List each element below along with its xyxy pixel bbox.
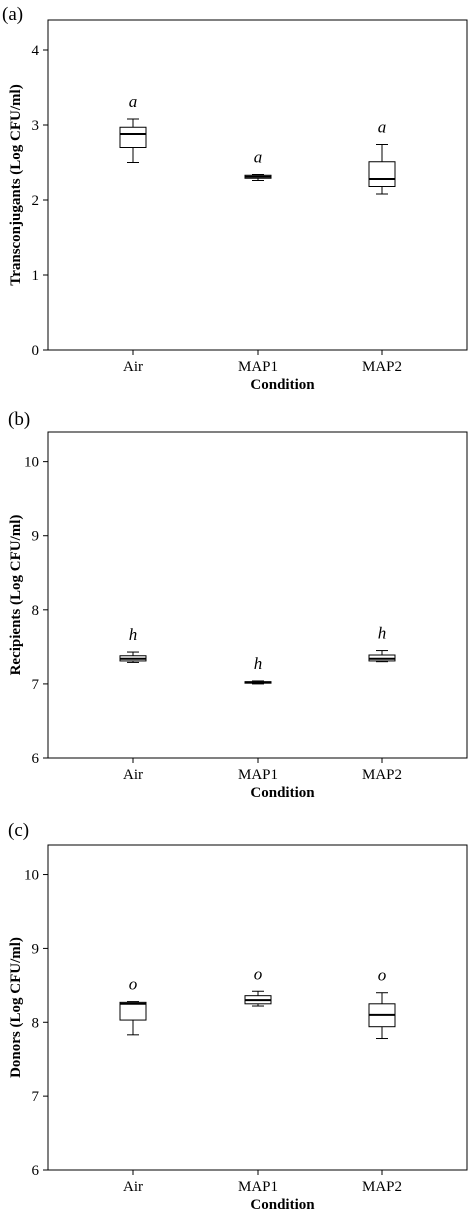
panel-3-y-axis-title: Donors (Log CFU/ml)	[8, 937, 24, 1078]
panel-1-y-tick-label: 4	[32, 43, 40, 59]
panel-2-box-air-group-label: h	[129, 625, 138, 644]
panel-1-label: (a)	[2, 4, 23, 25]
panel-2-y-tick-label: 9	[32, 529, 40, 545]
panel-1-plot-frame	[47, 19, 468, 351]
panel-1-box-map2-iqr-box	[368, 161, 396, 187]
panel-2-x-tick-label: MAP1	[238, 767, 278, 783]
panel-3-box-air-iqr-box	[119, 1001, 147, 1021]
panel-1-x-tick-label: Air	[123, 359, 143, 375]
panel-3-label: (c)	[8, 820, 29, 841]
panel-3-plot-frame	[47, 844, 468, 1171]
panel-3-x-tick-label: Air	[123, 1179, 143, 1195]
panel-1-y-tick-label: 1	[32, 268, 40, 284]
panel-3-x-tick-label: MAP1	[238, 1179, 278, 1195]
panel-2-box-map2-group-label: h	[378, 624, 387, 643]
panel-1-y-tick-label: 0	[32, 343, 40, 359]
panel-3-box-map1-group-label: o	[254, 964, 263, 983]
panel-3-y-tick-label: 7	[32, 1089, 40, 1105]
panel-2-y-tick-label: 10	[24, 455, 39, 471]
panel-3-x-axis-title: Condition	[250, 1197, 315, 1212]
panel-1-x-tick-label: MAP2	[362, 359, 402, 375]
panel-3-y-tick-label: 6	[32, 1163, 40, 1179]
panel-2-y-tick-label: 7	[32, 677, 40, 693]
panel-1-y-tick-label: 3	[32, 118, 40, 134]
panel-3-y-tick-label: 8	[32, 1015, 40, 1031]
panel-1-box-map2-group-label: a	[378, 118, 387, 137]
panel-1-y-axis-title: Transconjugants (Log CFU/ml)	[8, 84, 24, 285]
panel-1-box-map1-group-label: a	[254, 148, 263, 167]
panel-2-x-tick-label: Air	[123, 767, 143, 783]
panel-1-x-tick-label: MAP1	[238, 359, 278, 375]
panel-2-box-map1-group-label: h	[254, 654, 263, 673]
panel-2-y-tick-label: 6	[32, 751, 40, 767]
panel-1-y-tick-label: 2	[32, 193, 40, 209]
panel-1-x-axis-title: Condition	[250, 377, 315, 393]
panel-2-plot-frame	[47, 431, 468, 759]
panel-2-x-tick-label: MAP2	[362, 767, 402, 783]
panel-2-label: (b)	[8, 409, 30, 430]
panel-3-box-air-group-label: o	[129, 975, 138, 994]
panel-3-y-tick-label: 9	[32, 941, 40, 957]
panel-3-box-map2-group-label: o	[378, 966, 387, 985]
panel-1-box-air-iqr-box	[119, 126, 147, 148]
panel-2-y-tick-label: 8	[32, 603, 40, 619]
panel-1-box-air-group-label: a	[129, 92, 138, 111]
panel-2-x-axis-title: Condition	[250, 785, 315, 801]
panel-3-y-tick-label: 10	[24, 868, 39, 884]
panel-3-x-tick-label: MAP2	[362, 1179, 402, 1195]
panel-2-y-axis-title: Recipients (Log CFU/ml)	[8, 515, 24, 676]
